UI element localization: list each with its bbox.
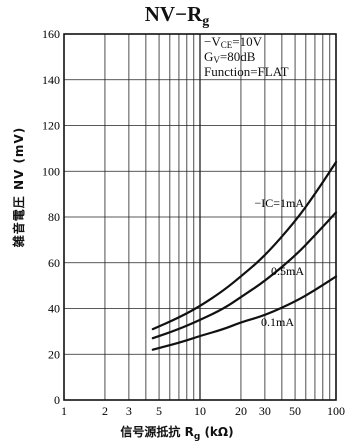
gv-subscript: V <box>213 55 220 65</box>
series-line-2 <box>151 211 338 340</box>
y-tick-label: 160 <box>42 27 60 41</box>
gv-value: =80dB <box>219 49 256 64</box>
condition-function: Function=FLAT <box>204 64 289 79</box>
x-axis-label-unit: (kΩ) <box>200 425 234 439</box>
chart-title: NV−Rg <box>0 2 354 30</box>
x-tick-label: 1 <box>61 404 67 418</box>
vce-subscript: CE <box>220 40 233 50</box>
y-tick-label: 80 <box>48 210 60 224</box>
gv-prefix: G <box>204 49 214 64</box>
series-label-2: 0.5mA <box>271 264 304 278</box>
x-axis-label-text: 信号源抵抗 R <box>120 425 194 439</box>
x-tick-label: 20 <box>235 404 247 418</box>
x-tick-label: 5 <box>156 404 162 418</box>
y-axis-label: 雑音電圧 NV (mV) <box>12 126 26 248</box>
series-label-3: 0.1mA <box>261 315 294 329</box>
plot-frame <box>63 33 337 401</box>
series-line-1 <box>151 161 338 331</box>
y-tick-label: 40 <box>48 302 60 316</box>
x-tick-label: 50 <box>289 404 301 418</box>
series-line-3 <box>151 275 338 351</box>
vce-value: =10V <box>232 34 262 49</box>
y-tick-label: 120 <box>42 119 60 133</box>
condition-gv: GV=80dB <box>204 49 255 68</box>
series-label-1: −IC=1mA <box>254 196 304 210</box>
title-subscript: g <box>202 14 210 29</box>
x-tick-label: 2 <box>102 404 108 418</box>
y-tick-label: 60 <box>48 256 60 270</box>
x-axis-label: 信号源抵抗 Rg (kΩ) <box>0 423 354 442</box>
y-tick-label: 20 <box>48 347 60 361</box>
vce-prefix: −V <box>204 34 221 49</box>
x-tick-label: 10 <box>194 404 206 418</box>
x-tick-label: 100 <box>327 404 345 418</box>
y-tick-label: 100 <box>42 164 60 178</box>
title-main: NV−R <box>144 2 203 26</box>
x-tick-label: 3 <box>126 404 132 418</box>
x-tick-label: 30 <box>259 404 271 418</box>
y-tick-label: 140 <box>42 73 60 87</box>
condition-vce: −VCE=10V <box>204 34 262 53</box>
y-tick-label: 0 <box>54 393 60 407</box>
x-axis-label-subscript: g <box>193 432 201 442</box>
